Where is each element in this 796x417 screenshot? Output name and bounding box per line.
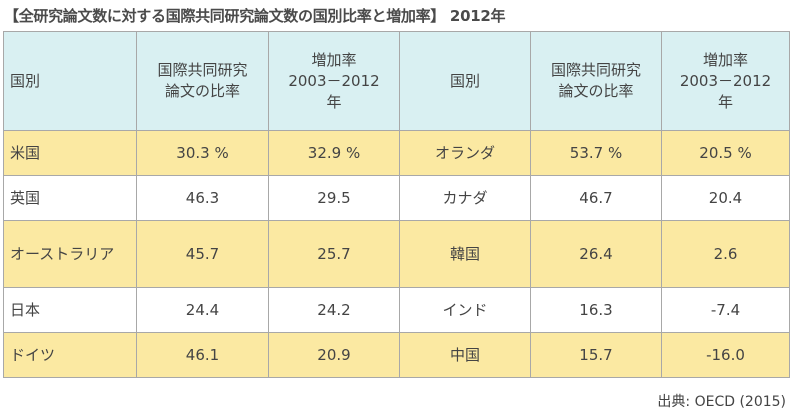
header-ratio-right: 国際共同研究 論文の比率 (530, 31, 662, 131)
header-ratio-line1: 国際共同研究 (550, 61, 641, 79)
table-row: 日本 24.4 24.2 インド 16.3 -7.4 (3, 287, 790, 333)
growth-value: -7.4 (661, 287, 790, 333)
ratio-value: 53.7 % (530, 130, 662, 176)
header-ratio-line2: 論文の比率 (164, 82, 240, 100)
ratio-value: 45.7 (136, 220, 269, 288)
country-name: 英国 (3, 175, 137, 221)
ratio-value: 26.4 (530, 220, 662, 288)
growth-value: 20.5 % (661, 130, 790, 176)
page-title: 【全研究論文数に対する国際共同研究論文数の国別比率と増加率】 2012年 (4, 7, 506, 25)
table-row: オーストラリア 45.7 25.7 韓国 26.4 2.6 (3, 220, 790, 288)
country-name: 韓国 (399, 220, 531, 288)
header-growth-line1: 増加率 (311, 50, 357, 69)
ratio-value: 46.1 (136, 332, 269, 378)
country-name: ドイツ (3, 332, 137, 378)
ratio-value: 24.4 (136, 287, 269, 333)
country-name: オランダ (399, 130, 531, 176)
ratio-value: 46.3 (136, 175, 269, 221)
header-growth-left: 増加率 2003－2012 年 (268, 31, 400, 131)
table-row: ドイツ 46.1 20.9 中国 15.7 -16.0 (3, 332, 790, 378)
growth-value: -16.0 (661, 332, 790, 378)
country-name: インド (399, 287, 531, 333)
growth-value: 29.5 (268, 175, 400, 221)
header-country-right: 国別 (399, 31, 531, 131)
table-row: 英国 46.3 29.5 カナダ 46.7 20.4 (3, 175, 790, 221)
header-growth-line2: 2003－2012 (679, 71, 772, 90)
growth-value: 24.2 (268, 287, 400, 333)
table-header-row: 国別 国際共同研究 論文の比率 増加率 2003－2012 年 国別 国際共同研… (3, 31, 790, 131)
header-country-left: 国別 (3, 31, 137, 131)
header-growth-line3: 年 (717, 92, 733, 111)
country-ratio-table: 国別 国際共同研究 論文の比率 増加率 2003－2012 年 国別 国際共同研… (3, 31, 790, 378)
growth-value: 32.9 % (268, 130, 400, 176)
header-growth-line3: 年 (326, 92, 342, 111)
ratio-value: 46.7 (530, 175, 662, 221)
growth-value: 20.9 (268, 332, 400, 378)
ratio-value: 30.3 % (136, 130, 269, 176)
growth-value: 25.7 (268, 220, 400, 288)
ratio-value: 16.3 (530, 287, 662, 333)
header-ratio-left: 国際共同研究 論文の比率 (136, 31, 269, 131)
country-name: 米国 (3, 130, 137, 176)
source-note: 出典: OECD (2015) (657, 394, 786, 410)
header-growth-right: 増加率 2003－2012 年 (661, 31, 790, 131)
header-growth-line2: 2003－2012 (288, 71, 380, 90)
country-name: 日本 (3, 287, 137, 333)
country-name: オーストラリア (3, 220, 137, 288)
table-row: 米国 30.3 % 32.9 % オランダ 53.7 % 20.5 % (3, 130, 790, 176)
growth-value: 20.4 (661, 175, 790, 221)
header-growth-line1: 増加率 (702, 50, 748, 69)
country-name: カナダ (399, 175, 531, 221)
header-ratio-line2: 論文の比率 (558, 82, 634, 100)
header-ratio-line1: 国際共同研究 (157, 61, 248, 79)
ratio-value: 15.7 (530, 332, 662, 378)
growth-value: 2.6 (661, 220, 790, 288)
country-name: 中国 (399, 332, 531, 378)
